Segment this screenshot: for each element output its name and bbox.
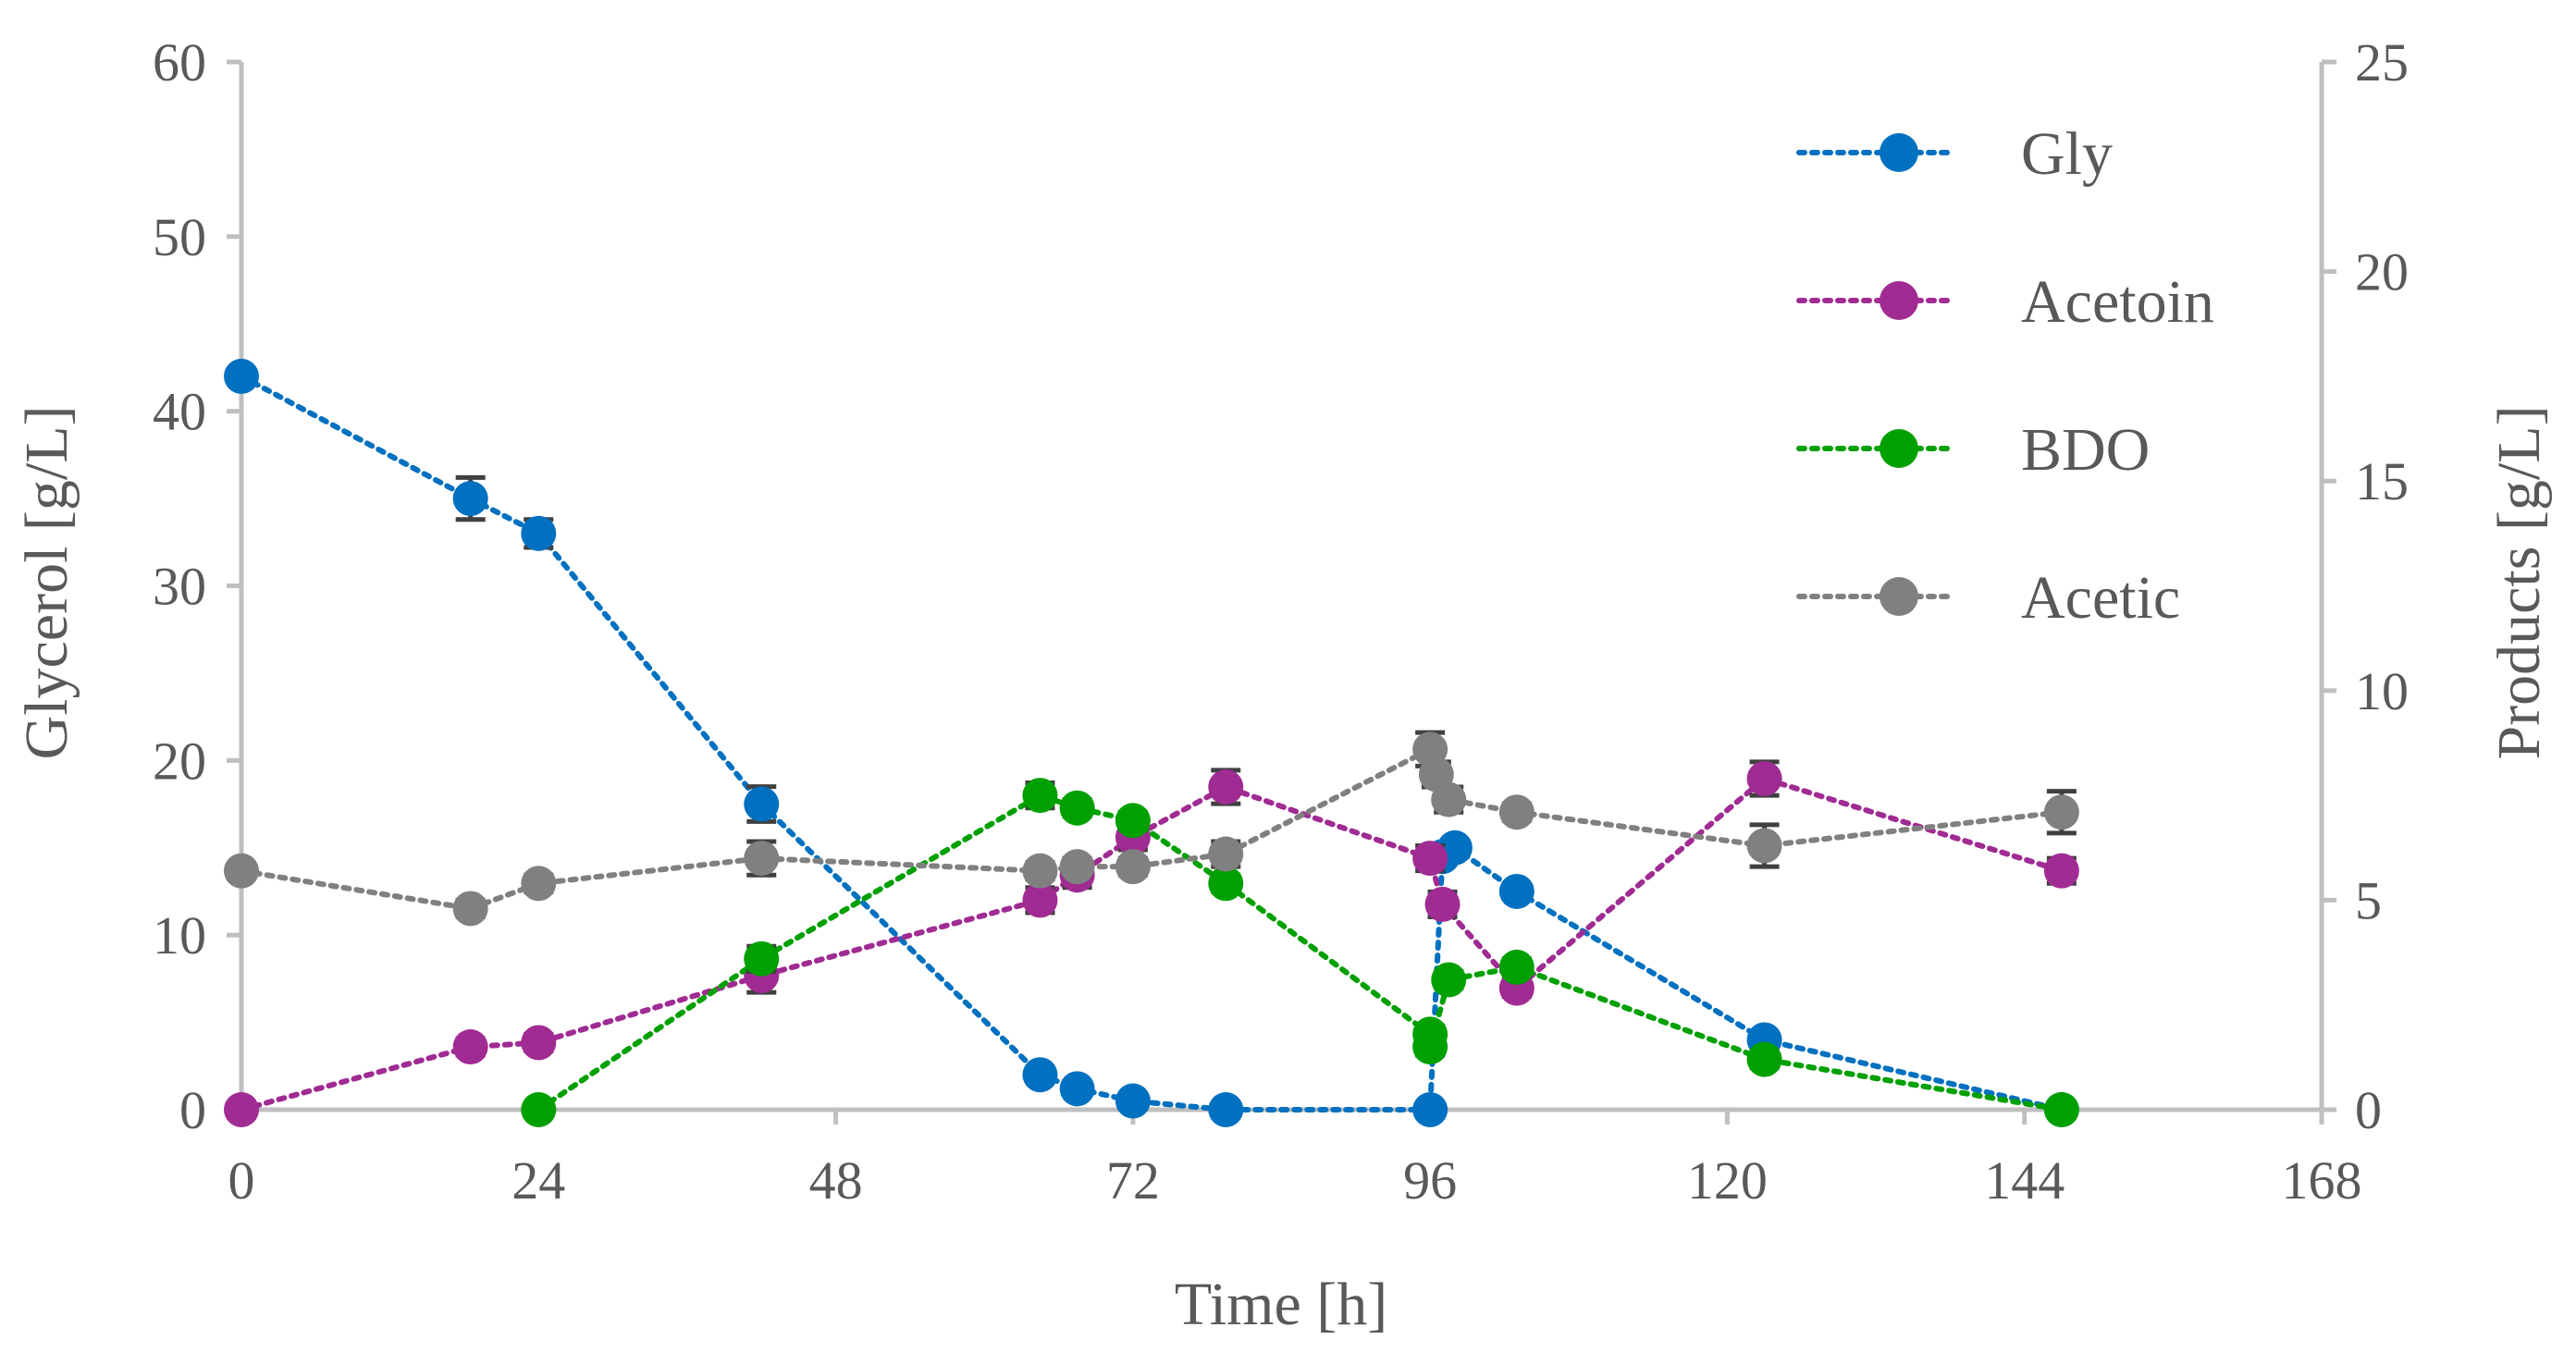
left-y-tick-label: 20 (153, 731, 206, 791)
x-tick-label: 144 (1984, 1150, 2064, 1211)
x-tick-label: 24 (512, 1150, 565, 1211)
legend-marker-acetic (1880, 577, 1918, 616)
data-point-acetic (224, 853, 259, 889)
series-bdo (521, 778, 2079, 1127)
left-y-tick-label: 30 (153, 557, 206, 617)
data-point-bdo (1746, 1041, 1782, 1077)
data-point-acetic (1498, 794, 1535, 830)
data-point-acetic (521, 866, 557, 902)
data-point-gly (1498, 873, 1535, 909)
data-point-bdo (1022, 778, 1058, 814)
x-tick-label: 168 (2282, 1150, 2362, 1211)
data-point-gly (1059, 1071, 1095, 1107)
data-point-acetoin (224, 1092, 259, 1127)
data-point-acetoin (1208, 769, 1244, 805)
axes (239, 62, 2324, 1112)
legend-marker-bdo (1880, 429, 1918, 468)
series-line-gly (239, 373, 2064, 1112)
legend-marker-gly (1880, 133, 1918, 172)
left-y-tick-label: 40 (153, 382, 206, 442)
x-tick-label: 120 (1687, 1150, 1768, 1211)
data-point-acetic (1022, 853, 1058, 889)
legend: Gly Acetoin BDO Acetic (1796, 120, 2214, 632)
left-y-tick-label: 50 (153, 207, 206, 267)
data-point-acetic (1746, 828, 1782, 864)
series-line-bdo (536, 792, 2064, 1112)
data-point-acetoin (2043, 853, 2079, 889)
data-point-bdo (1208, 866, 1244, 902)
right-y-tick-label: 5 (2355, 870, 2382, 930)
x-tick-label: 0 (228, 1150, 255, 1211)
x-tick-label: 72 (1106, 1150, 1160, 1211)
data-point-bdo (1059, 790, 1095, 826)
data-point-gly (1208, 1092, 1244, 1127)
x-tick-label: 96 (1403, 1150, 1457, 1211)
data-point-gly (1022, 1057, 1058, 1093)
data-point-acetic (1431, 781, 1467, 817)
right-y-tick-label: 15 (2355, 451, 2409, 511)
data-point-bdo (1412, 1029, 1448, 1065)
x-tick-label: 48 (809, 1150, 863, 1211)
data-point-acetic (1059, 849, 1095, 885)
data-point-bdo (2043, 1092, 2079, 1127)
data-point-gly (224, 358, 259, 394)
legend-item-acetic: Acetic (1796, 564, 2180, 632)
right-y-tick-label: 25 (2355, 32, 2409, 92)
series-acetoin (224, 759, 2079, 1127)
data-point-gly (1115, 1083, 1151, 1119)
data-point-gly (452, 481, 488, 517)
data-point-acetic (2043, 794, 2079, 830)
data-point-bdo (521, 1092, 557, 1127)
data-point-acetic (1208, 836, 1244, 872)
right-y-tick-label: 20 (2355, 242, 2409, 302)
left-y-tick-label: 60 (153, 32, 206, 92)
data-point-gly (1412, 1092, 1448, 1127)
data-point-acetoin (1746, 760, 1782, 796)
data-point-acetoin (1022, 882, 1058, 918)
ticks: 0 24 48 72 96 120 144 168 0 10 20 30 40 50 60 0 5 10 15 20 2… (153, 32, 2409, 1211)
data-point-gly (521, 515, 557, 551)
data-point-bdo (744, 940, 780, 977)
legend-item-acetoin: Acetoin (1796, 268, 2214, 336)
data-point-bdo (1498, 949, 1535, 985)
data-point-acetoin (521, 1025, 557, 1061)
series-layer (224, 358, 2079, 1127)
data-point-acetoin (1412, 841, 1448, 877)
data-point-bdo (1431, 962, 1467, 998)
legend-label-bdo: BDO (2021, 416, 2150, 484)
legend-item-bdo: BDO (1796, 416, 2150, 484)
data-point-gly (744, 786, 780, 822)
legend-item-gly: Gly (1796, 120, 2113, 188)
legend-label-acetoin: Acetoin (2021, 268, 2214, 336)
right-y-tick-label: 10 (2355, 661, 2409, 721)
legend-label-gly: Gly (2021, 120, 2113, 188)
data-point-acetic (744, 841, 780, 877)
x-axis-title: Time [h] (1175, 1271, 1387, 1338)
series-acetic (224, 730, 2079, 927)
data-point-bdo (1115, 803, 1151, 839)
right-y-tick-label: 0 (2355, 1080, 2382, 1140)
left-axis-title: Glycerol [g/L] (13, 405, 80, 759)
right-axis-title: Products [g/L] (2485, 405, 2553, 759)
series-gly (224, 358, 2079, 1127)
data-point-acetoin (1424, 886, 1461, 922)
legend-marker-acetoin (1880, 281, 1918, 320)
data-point-acetic (452, 891, 488, 927)
data-point-acetoin (452, 1029, 488, 1065)
left-y-tick-label: 10 (153, 905, 206, 965)
series-line-acetoin (239, 775, 2064, 1112)
legend-label-acetic: Acetic (2021, 564, 2180, 632)
data-point-acetic (1115, 849, 1151, 885)
left-y-tick-label: 0 (179, 1080, 206, 1140)
